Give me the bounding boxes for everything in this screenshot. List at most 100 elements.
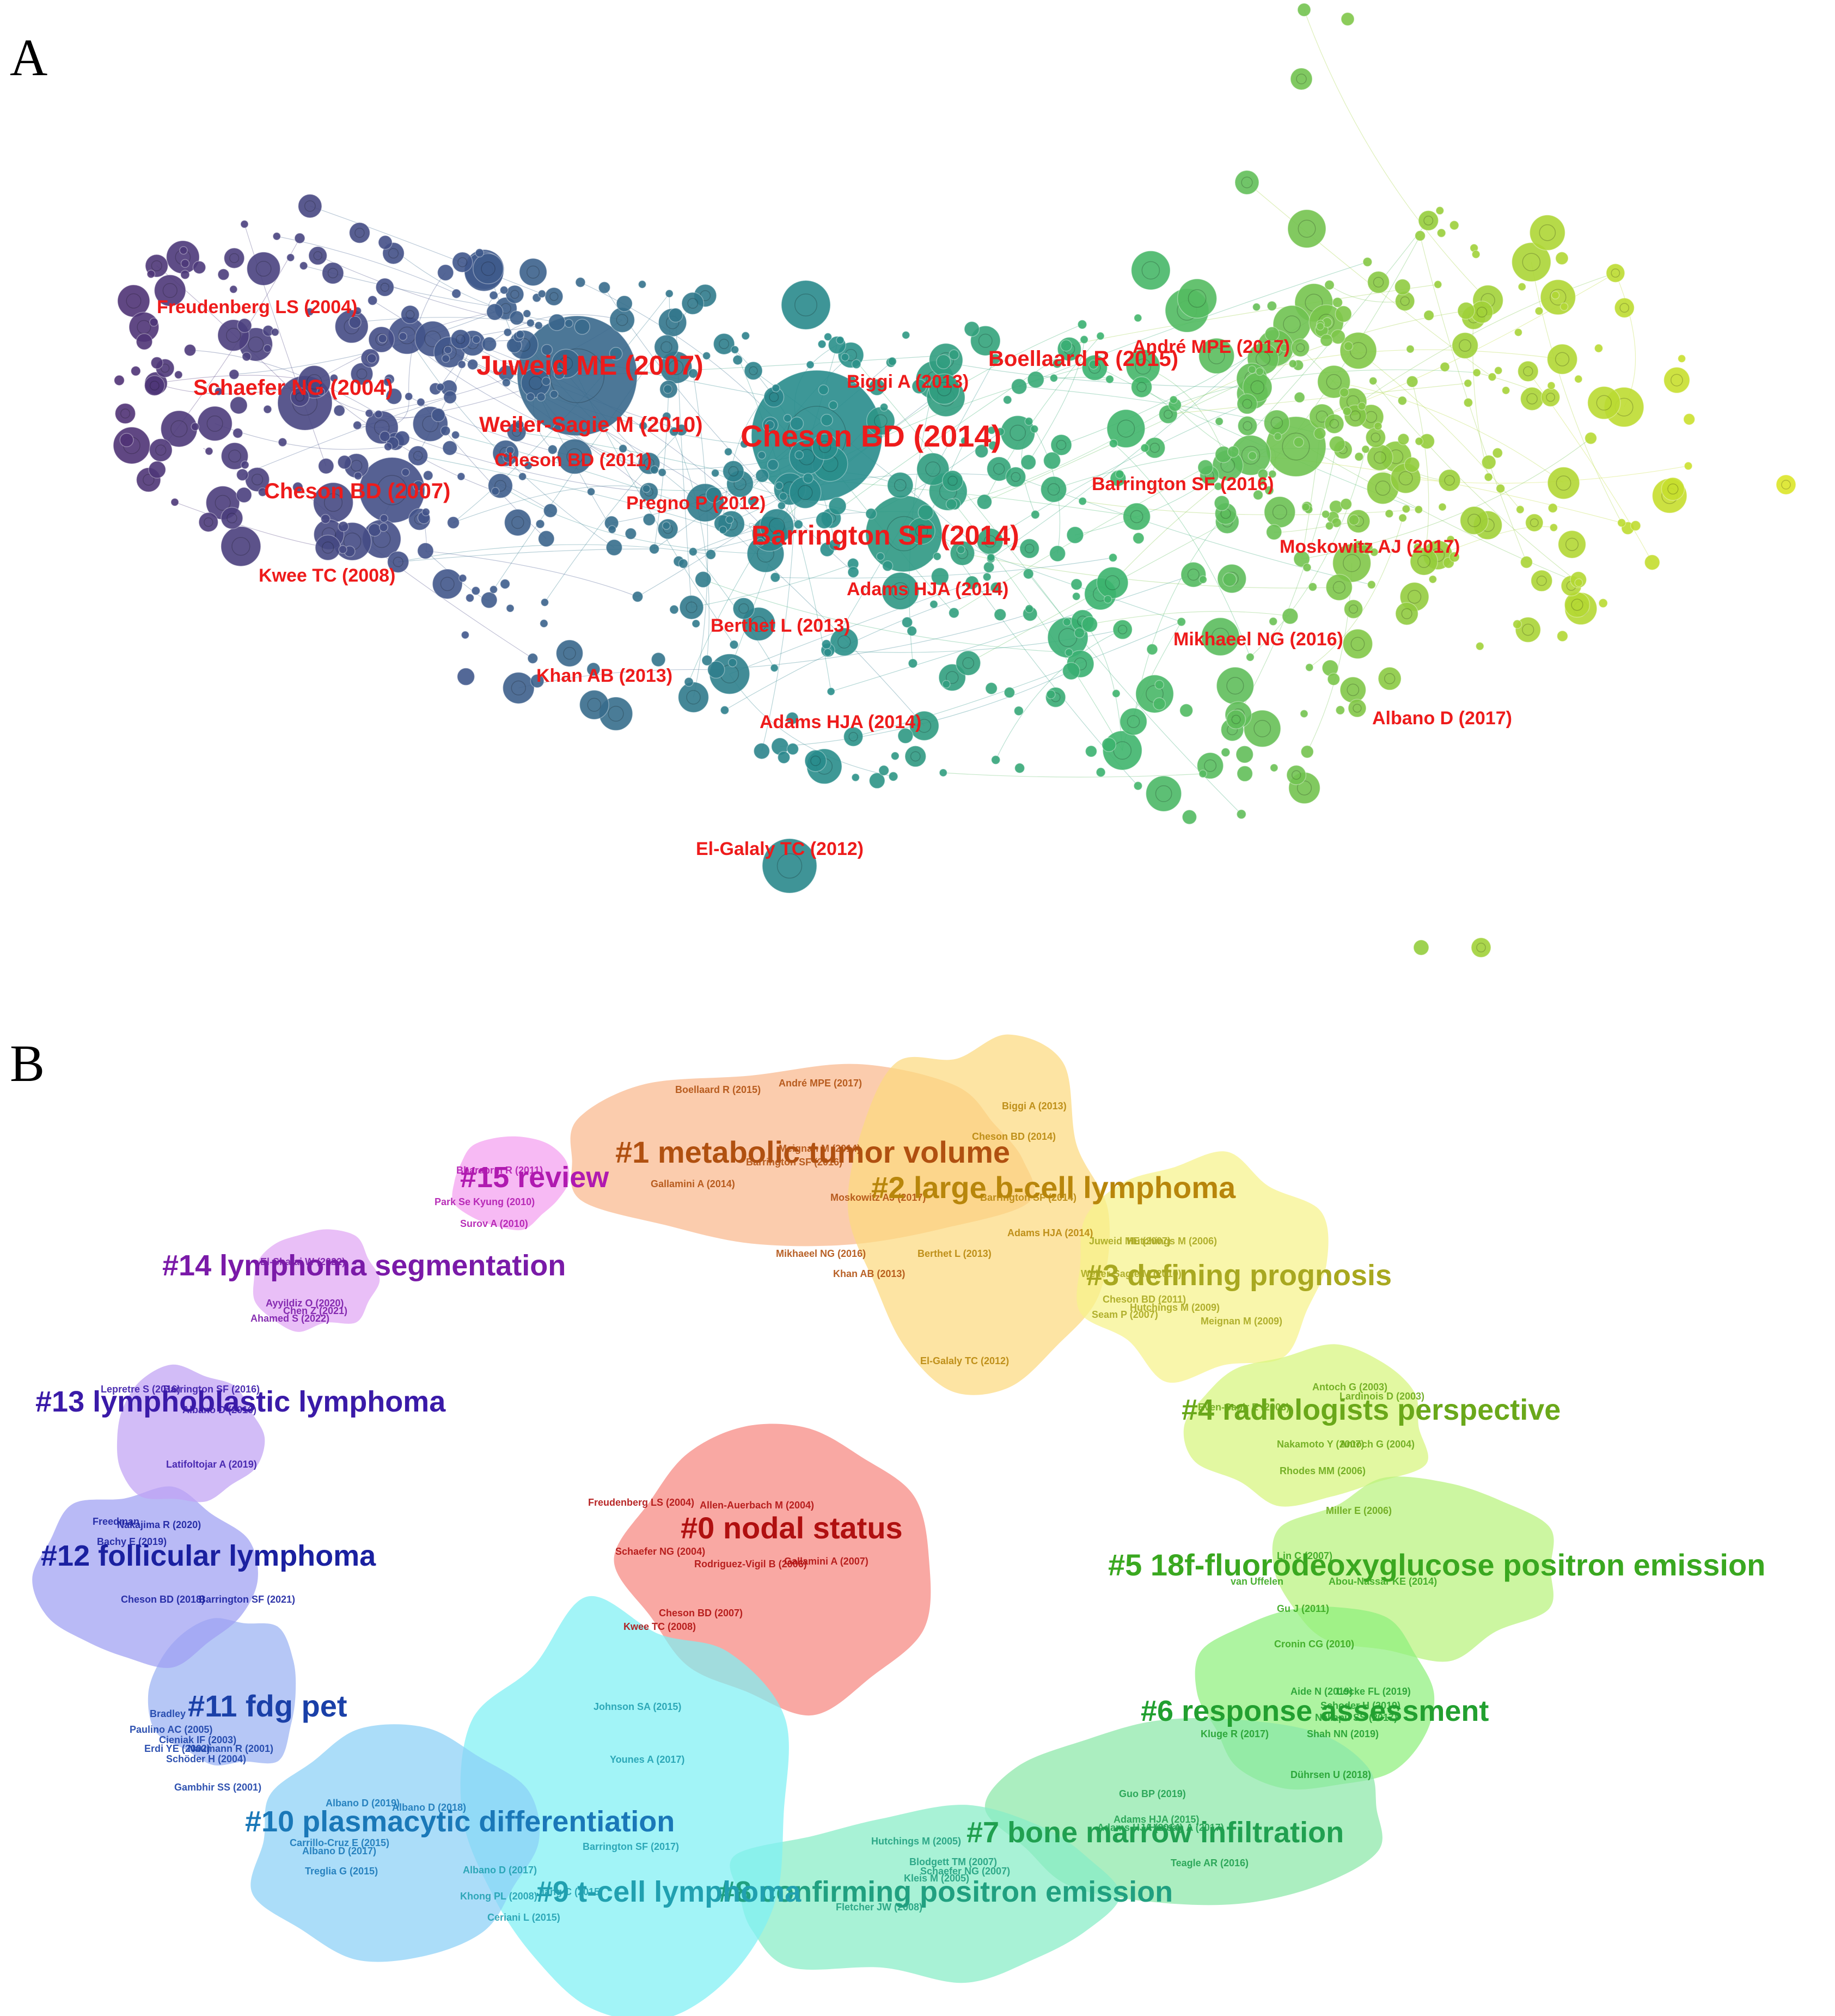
cluster-reference-labels: Freudenberg LS (2004) Allen-Auerbach M (2… xyxy=(93,1078,1437,1923)
network-node xyxy=(1614,297,1635,318)
network-node xyxy=(144,375,165,396)
network-node xyxy=(1177,278,1218,319)
node-ring xyxy=(1329,419,1339,429)
network-node xyxy=(1475,642,1484,651)
node-ring xyxy=(749,366,758,375)
node-ring xyxy=(1423,216,1434,225)
node-ring xyxy=(644,458,655,469)
node-ring xyxy=(126,293,142,309)
network-node xyxy=(1551,291,1560,300)
network-node xyxy=(180,270,190,280)
node-ring xyxy=(769,392,779,402)
network-node xyxy=(505,285,524,304)
cluster-reference-label: Biggi A (2013) xyxy=(1002,1101,1067,1111)
network-node xyxy=(1245,652,1255,662)
network-node xyxy=(491,487,500,496)
network-node xyxy=(847,375,857,384)
network-node xyxy=(762,838,817,894)
network-node xyxy=(1024,417,1033,426)
node-ring xyxy=(380,283,390,292)
network-node xyxy=(1133,781,1143,791)
network-node xyxy=(965,576,979,590)
network-edge xyxy=(604,287,854,573)
panel-b-letter: B xyxy=(10,1034,45,1092)
network-node xyxy=(1584,432,1598,445)
network-node xyxy=(1556,630,1568,642)
cluster-reference-label: Carrillo-Cruz E (2015) xyxy=(290,1837,389,1848)
network-node xyxy=(828,497,847,515)
network-node xyxy=(638,421,648,430)
network-node xyxy=(489,290,498,300)
network-node xyxy=(1518,282,1526,291)
node-ring xyxy=(947,475,958,486)
network-edge xyxy=(402,336,663,473)
panel-b-clusters: B Freudenberg LS (2004) Allen-Auerbach M … xyxy=(10,1034,1765,2016)
node-ring xyxy=(1204,759,1217,772)
cluster-reference-label: Jiang C (2015) xyxy=(536,1886,603,1897)
network-node xyxy=(431,408,445,423)
network-node xyxy=(1520,555,1533,569)
network-node xyxy=(1367,271,1390,294)
network-edge xyxy=(1235,444,1338,720)
node-ring xyxy=(1350,637,1365,651)
network-node xyxy=(1182,809,1197,825)
node-ring xyxy=(226,328,241,343)
node-ring xyxy=(1163,410,1173,419)
network-node xyxy=(487,473,513,499)
network-node xyxy=(1052,358,1062,369)
network-node xyxy=(321,262,344,284)
network-edge xyxy=(1420,235,1527,563)
network-node xyxy=(1049,545,1066,562)
network-node xyxy=(777,750,791,764)
network-node xyxy=(692,619,701,628)
network-node xyxy=(1237,393,1258,414)
network-node xyxy=(556,438,593,475)
node-ring xyxy=(1417,554,1431,569)
node-ring xyxy=(1296,780,1312,796)
network-node xyxy=(1282,608,1299,625)
network-node xyxy=(1263,410,1290,436)
node-ring xyxy=(1010,424,1026,441)
network-node xyxy=(539,619,548,628)
network-node xyxy=(935,354,951,370)
network-node xyxy=(515,419,524,430)
network-node xyxy=(1342,628,1373,659)
network-node xyxy=(541,344,553,356)
network-edge xyxy=(851,355,1067,622)
network-node xyxy=(1197,459,1214,475)
cluster-reference-label: Hutchings M (2006) xyxy=(1127,1236,1217,1247)
network-edge xyxy=(990,333,1273,559)
network-node xyxy=(1525,513,1544,532)
cluster-reference-label: Johnson SA (2015) xyxy=(594,1701,681,1712)
network-node xyxy=(450,329,471,350)
cluster-region xyxy=(452,1136,570,1231)
network-node xyxy=(1332,297,1343,308)
network-node xyxy=(820,413,833,426)
network-node xyxy=(1108,553,1118,563)
network-node xyxy=(1287,209,1326,248)
network-node xyxy=(632,591,644,603)
network-node xyxy=(457,360,466,369)
network-node xyxy=(1153,697,1166,711)
network-node xyxy=(901,616,913,628)
network-edge xyxy=(1347,272,1616,412)
network-node xyxy=(501,378,511,387)
cluster-reference-label: Albano D (2017) xyxy=(463,1865,537,1876)
network-node xyxy=(1013,706,1024,716)
node-ring xyxy=(1283,315,1301,333)
network-node xyxy=(1463,398,1473,408)
network-node xyxy=(1169,395,1178,404)
network-node xyxy=(398,332,407,341)
network-node xyxy=(616,295,633,312)
network-node xyxy=(1335,705,1345,715)
network-node xyxy=(1366,444,1393,471)
network-node xyxy=(705,486,722,503)
cluster-reference-label: Rhodes MM (2006) xyxy=(1280,1465,1366,1476)
cluster-reference-label: Hutchings M (2009) xyxy=(1130,1302,1220,1313)
network-node-label: Moskowitz AJ (2017) xyxy=(1280,536,1460,557)
network-node xyxy=(1011,378,1027,395)
network-node xyxy=(744,361,763,381)
network-node xyxy=(443,345,452,355)
network-node xyxy=(527,653,539,664)
network-node xyxy=(1297,3,1311,17)
